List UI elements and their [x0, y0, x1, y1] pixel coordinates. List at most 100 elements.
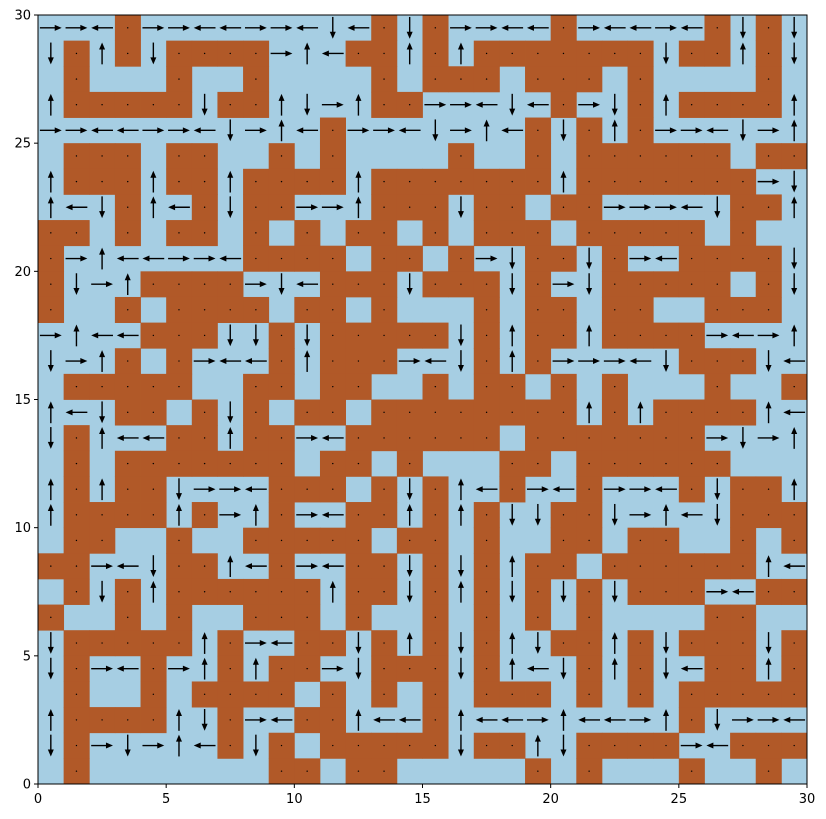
flow-arrow — [270, 50, 293, 57]
wall-cell-marker — [127, 719, 129, 721]
wall-cell-marker — [434, 616, 437, 619]
wall-cell-marker — [383, 334, 385, 337]
wall-cell-marker — [178, 616, 180, 619]
wall-cell-marker — [485, 52, 488, 55]
wall-cell-marker — [690, 155, 693, 157]
wall-cell-marker — [537, 283, 539, 285]
flow-arrow — [175, 478, 182, 501]
wall-cell-marker — [332, 462, 334, 465]
wall-cell-marker — [280, 155, 283, 157]
wall-cell-marker — [460, 155, 462, 157]
wall-cell-marker — [306, 488, 308, 490]
flow-arrow — [560, 119, 567, 142]
wall-cell-marker — [434, 565, 437, 567]
flow-arrow — [534, 503, 541, 526]
wall-cell-marker — [306, 616, 308, 619]
flow-arrow — [252, 324, 259, 347]
flow-arrow — [483, 119, 490, 142]
wall-cell-marker — [357, 232, 360, 234]
wall-cell-marker — [767, 514, 770, 516]
wall-cell-marker — [588, 206, 590, 208]
wall-cell-marker — [203, 155, 206, 157]
wall-cell-marker — [485, 309, 488, 311]
wall-cell-marker — [614, 155, 616, 157]
wall-cell-marker — [357, 539, 360, 542]
wall-cell-marker — [537, 693, 539, 695]
wall-cell-marker — [332, 488, 334, 490]
flow-arrow — [406, 42, 413, 65]
wall-cell-marker — [75, 232, 78, 234]
flow-arrow — [355, 196, 362, 219]
wall-cell-marker — [280, 565, 283, 567]
wall-cell-marker — [434, 667, 437, 670]
wall-cell-marker — [716, 283, 718, 285]
flow-arrow — [406, 580, 413, 603]
flow-arrow — [244, 281, 267, 288]
wall-cell-marker — [690, 360, 693, 362]
wall-cell-marker — [767, 52, 770, 55]
wall-cell-marker — [716, 104, 718, 106]
wall-cell-marker — [460, 78, 462, 80]
wall-cell-marker — [716, 411, 718, 414]
wall-cell-marker — [485, 744, 488, 747]
flow-arrow — [757, 716, 780, 723]
wall-cell-marker — [485, 334, 488, 337]
wall-cell-marker — [434, 642, 437, 644]
flow-arrow — [270, 640, 293, 647]
wall-cell-marker — [639, 129, 642, 132]
x-tick-label: 10 — [286, 792, 303, 807]
wall-cell-marker — [255, 180, 257, 183]
wall-cell-marker — [639, 437, 642, 439]
wall-cell-marker — [588, 78, 590, 80]
flow-arrow — [99, 478, 106, 501]
wall-cell-marker — [255, 52, 257, 55]
wall-cell-marker — [127, 488, 129, 490]
flow-arrow — [99, 401, 106, 424]
wall-cell-marker — [306, 411, 308, 414]
wall-cell-marker — [50, 232, 52, 234]
wall-cell-marker — [203, 411, 206, 414]
wall-cell-marker — [408, 539, 411, 542]
wall-cell-marker — [485, 693, 488, 695]
flow-arrow — [406, 555, 413, 578]
wall-cell-marker — [306, 232, 308, 234]
flow-arrow — [91, 563, 113, 570]
wall-cell-marker — [537, 180, 539, 183]
wall-cell-marker — [101, 539, 103, 542]
flow-arrow — [201, 709, 208, 731]
wall-cell-marker — [178, 565, 180, 567]
flow-arrow — [611, 580, 618, 603]
wall-cell-marker — [639, 180, 642, 183]
flow-arrow — [791, 42, 798, 65]
flow-arrow — [509, 273, 516, 296]
wall-cell-marker — [537, 565, 539, 567]
flow-arrow — [578, 101, 601, 108]
wall-cell-marker — [229, 693, 231, 695]
flow-arrow — [526, 486, 549, 493]
wall-cell-marker — [306, 667, 308, 670]
flow-arrow — [450, 24, 472, 31]
flow-arrow — [629, 24, 652, 31]
flow-arrow — [175, 503, 182, 526]
flow-arrow — [150, 196, 157, 219]
flow-arrow — [124, 734, 131, 757]
flow-arrow — [321, 204, 344, 211]
wall-cell-marker — [588, 667, 590, 670]
wall-cell-marker — [178, 180, 180, 183]
flow-arrow — [739, 42, 746, 65]
wall-cell-marker — [716, 180, 718, 183]
flow-arrow — [65, 409, 88, 416]
wall-cell-marker — [793, 155, 795, 157]
wall-cell-marker — [383, 232, 385, 234]
flow-arrow — [201, 93, 208, 116]
wall-cell-marker — [716, 257, 718, 260]
flow-arrow — [663, 503, 670, 526]
wall-cell-marker — [485, 411, 488, 414]
flow-arrow — [526, 101, 549, 108]
flow-arrow — [124, 273, 131, 296]
flow-arrow — [603, 204, 626, 211]
flow-arrow — [791, 247, 798, 270]
maze-cell-layer — [38, 15, 808, 785]
wall-cell-marker — [511, 206, 513, 208]
wall-cell-marker — [280, 514, 283, 516]
